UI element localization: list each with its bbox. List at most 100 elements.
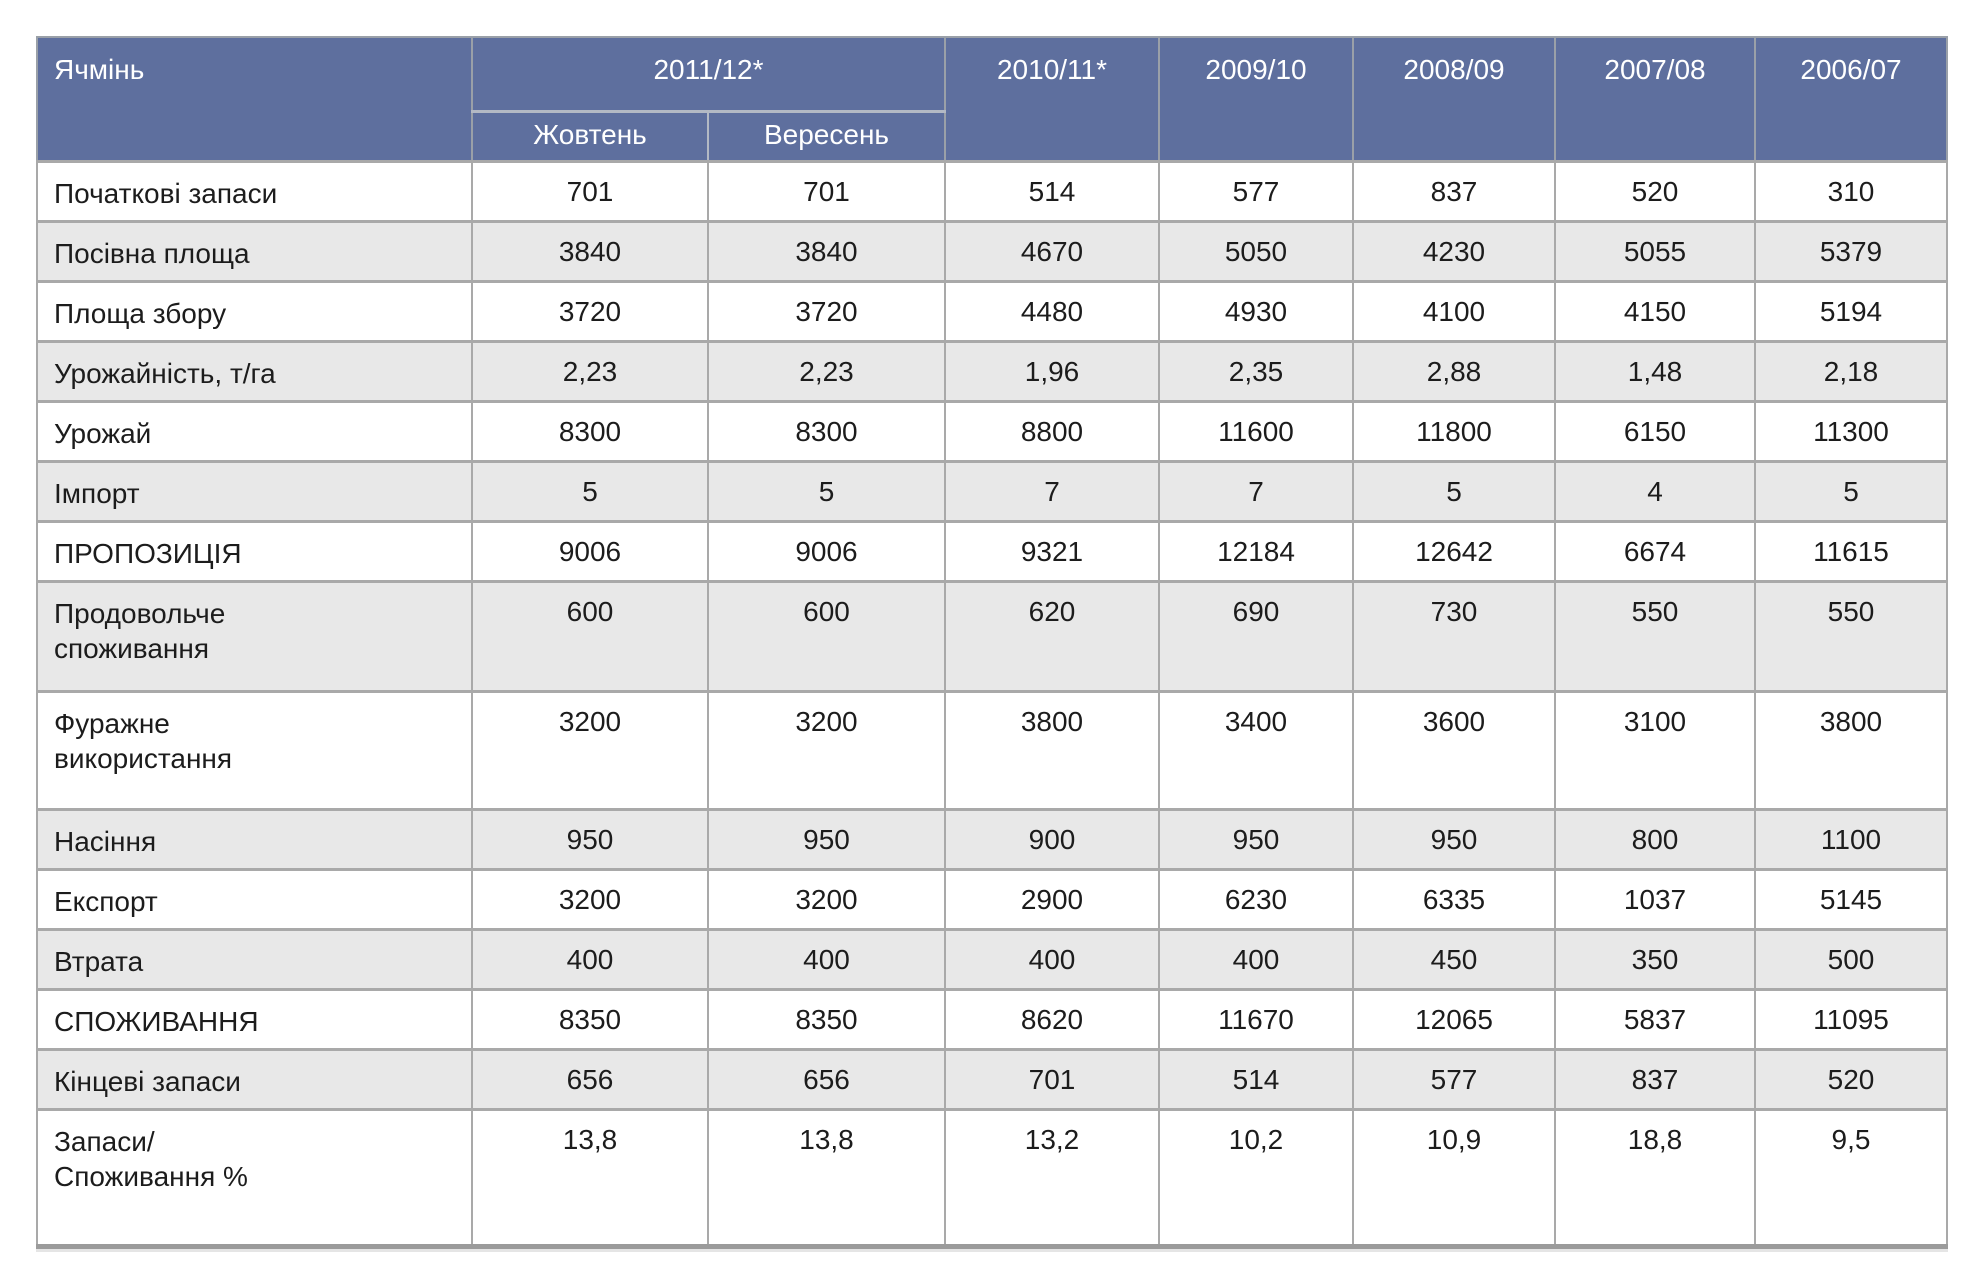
value-cell: 950	[471, 807, 709, 871]
value-cell: 4930	[1158, 279, 1354, 343]
value-cell: 3720	[471, 279, 709, 343]
value-cell: 13,8	[707, 1107, 946, 1248]
row-label: Фуражне використання	[36, 689, 473, 811]
row-label: ПРОПОЗИЦІЯ	[36, 519, 473, 583]
value-cell: 3200	[471, 867, 709, 931]
year-header-2009-10: 2009/10	[1158, 36, 1354, 162]
value-cell: 400	[944, 927, 1160, 991]
barley-supply-demand-table: Ячмінь 2011/12* 2010/11* 2009/10 2008/09…	[36, 36, 1948, 1249]
value-cell: 400	[1158, 927, 1354, 991]
value-cell: 4230	[1352, 219, 1556, 283]
value-cell: 6674	[1554, 519, 1756, 583]
value-cell: 520	[1754, 1047, 1948, 1111]
value-cell: 520	[1554, 159, 1756, 223]
value-cell: 400	[707, 927, 946, 991]
value-cell: 3800	[944, 689, 1160, 811]
table-row-supply-total: ПРОПОЗИЦІЯ 9006 9006 9321 12184 12642 66…	[36, 519, 1948, 583]
value-cell: 3600	[1352, 689, 1556, 811]
value-cell: 4100	[1352, 279, 1556, 343]
row-label: Урожай	[36, 399, 473, 463]
value-cell: 5	[471, 459, 709, 523]
value-cell: 4150	[1554, 279, 1756, 343]
row-label: Експорт	[36, 867, 473, 931]
value-cell: 950	[1158, 807, 1354, 871]
value-cell: 500	[1754, 927, 1948, 991]
value-cell: 1100	[1754, 807, 1948, 871]
table-row-planted-area: Посівна площа 3840 3840 4670 5050 4230 5…	[36, 219, 1948, 283]
table-row-yield: Урожайність, т/га 2,23 2,23 1,96 2,35 2,…	[36, 339, 1948, 403]
value-cell: 3720	[707, 279, 946, 343]
value-cell: 577	[1158, 159, 1354, 223]
row-label: Насіння	[36, 807, 473, 871]
table-row-import: Імпорт 5 5 7 7 5 4 5	[36, 459, 1948, 523]
table-row-consumption-total: СПОЖИВАННЯ 8350 8350 8620 11670 12065 58…	[36, 987, 1948, 1051]
value-cell: 3840	[707, 219, 946, 283]
value-cell: 900	[944, 807, 1160, 871]
value-cell: 12184	[1158, 519, 1354, 583]
value-cell: 5	[1754, 459, 1948, 523]
value-cell: 11615	[1754, 519, 1948, 583]
value-cell: 11800	[1352, 399, 1556, 463]
table-row-seed: Насіння 950 950 900 950 950 800 1100	[36, 807, 1948, 871]
value-cell: 7	[944, 459, 1160, 523]
value-cell: 6335	[1352, 867, 1556, 931]
value-cell: 701	[471, 159, 709, 223]
value-cell: 2,88	[1352, 339, 1556, 403]
value-cell: 13,8	[471, 1107, 709, 1248]
value-cell: 9006	[471, 519, 709, 583]
year-header-2010-11: 2010/11*	[944, 36, 1160, 162]
value-cell: 514	[944, 159, 1160, 223]
value-cell: 600	[471, 579, 709, 693]
table-corner-header: Ячмінь	[36, 36, 473, 162]
value-cell: 690	[1158, 579, 1354, 693]
value-cell: 3800	[1754, 689, 1948, 811]
value-cell: 13,2	[944, 1107, 1160, 1248]
value-cell: 8350	[707, 987, 946, 1051]
row-label: Площа збору	[36, 279, 473, 343]
value-cell: 4670	[944, 219, 1160, 283]
value-cell: 2,23	[707, 339, 946, 403]
value-cell: 3200	[471, 689, 709, 811]
table-row-harvest: Урожай 8300 8300 8800 11600 11800 6150 1…	[36, 399, 1948, 463]
year-header-2006-07: 2006/07	[1754, 36, 1948, 162]
value-cell: 3840	[471, 219, 709, 283]
table-row-feed-use: Фуражне використання 3200 3200 3800 3400…	[36, 689, 1948, 811]
value-cell: 1037	[1554, 867, 1756, 931]
month-header-september: Вересень	[707, 109, 946, 162]
row-label: Продовольче споживання	[36, 579, 473, 693]
value-cell: 310	[1754, 159, 1948, 223]
value-cell: 577	[1352, 1047, 1556, 1111]
value-cell: 2,23	[471, 339, 709, 403]
value-cell: 701	[707, 159, 946, 223]
row-label: Посівна площа	[36, 219, 473, 283]
value-cell: 2,18	[1754, 339, 1948, 403]
value-cell: 8800	[944, 399, 1160, 463]
table-row-stocks-to-use: Запаси/ Споживання % 13,8 13,8 13,2 10,2…	[36, 1107, 1948, 1248]
table-header: Ячмінь 2011/12* 2010/11* 2009/10 2008/09…	[36, 36, 1948, 162]
value-cell: 730	[1352, 579, 1556, 693]
value-cell: 3200	[707, 867, 946, 931]
row-label: Запаси/ Споживання %	[36, 1107, 473, 1248]
value-cell: 837	[1352, 159, 1556, 223]
value-cell: 12065	[1352, 987, 1556, 1051]
value-cell: 8350	[471, 987, 709, 1051]
year-group-header-2011-12: 2011/12*	[471, 36, 946, 113]
value-cell: 656	[707, 1047, 946, 1111]
value-cell: 620	[944, 579, 1160, 693]
table-row-export: Експорт 3200 3200 2900 6230 6335 1037 51…	[36, 867, 1948, 931]
value-cell: 3200	[707, 689, 946, 811]
value-cell: 12642	[1352, 519, 1556, 583]
table-body: Початкові запаси 701 701 514 577 837 520…	[36, 159, 1948, 1248]
value-cell: 10,9	[1352, 1107, 1556, 1248]
row-label: Початкові запаси	[36, 159, 473, 223]
value-cell: 4	[1554, 459, 1756, 523]
month-header-october: Жовтень	[471, 109, 709, 162]
table-row-food-consumption: Продовольче споживання 600 600 620 690 7…	[36, 579, 1948, 693]
value-cell: 400	[471, 927, 709, 991]
row-label: Кінцеві запаси	[36, 1047, 473, 1111]
value-cell: 5837	[1554, 987, 1756, 1051]
table-row-losses: Втрата 400 400 400 400 450 350 500	[36, 927, 1948, 991]
value-cell: 11300	[1754, 399, 1948, 463]
table-row-ending-stocks: Кінцеві запаси 656 656 701 514 577 837 5…	[36, 1047, 1948, 1111]
